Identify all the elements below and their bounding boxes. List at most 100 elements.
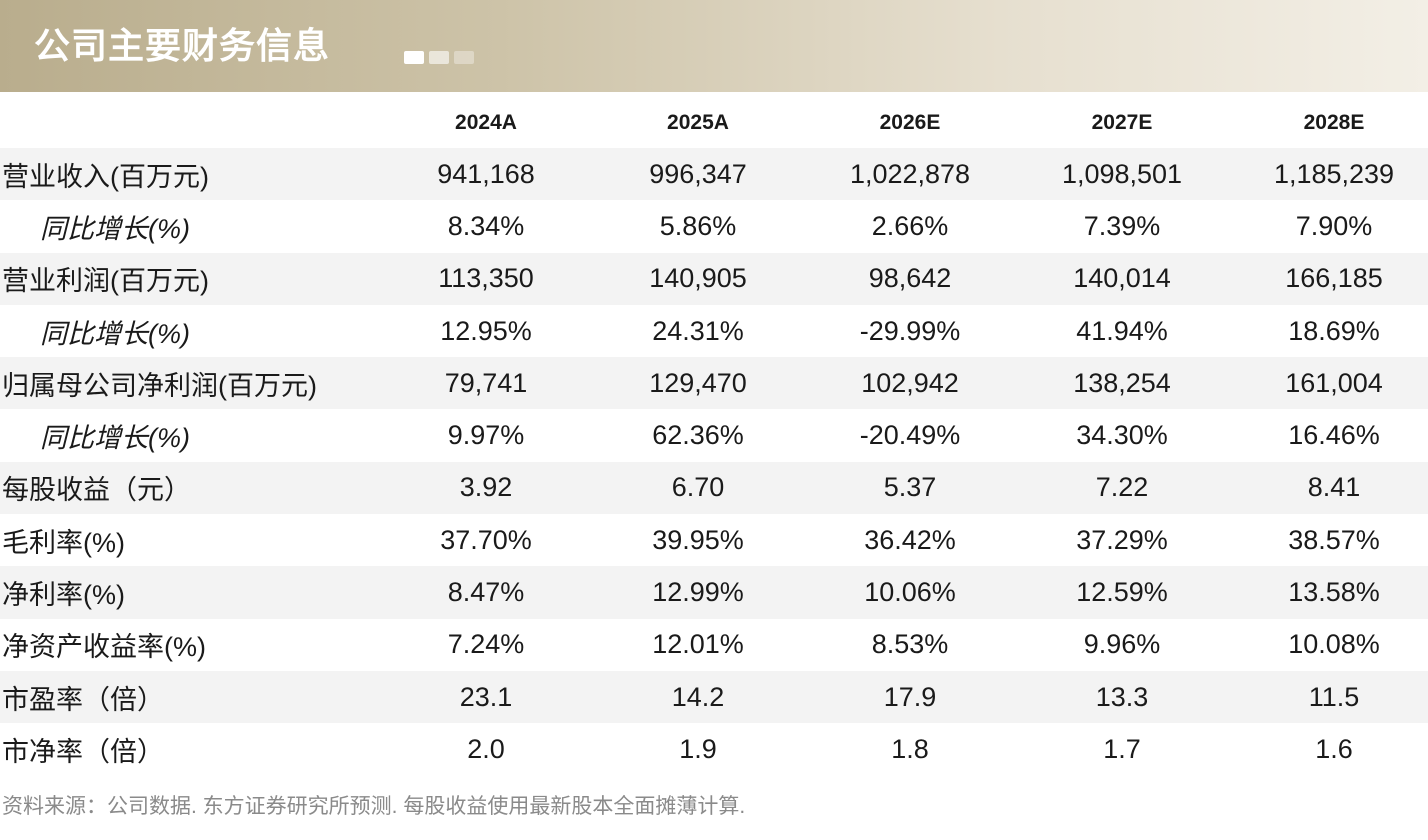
table-cell: 11.5 (1228, 670, 1428, 724)
table-cell: 7.22 (1016, 461, 1228, 515)
table-cell: 140,014 (1016, 252, 1228, 305)
row-label: 同比增长(%) (40, 213, 190, 244)
table-cell: 23.1 (380, 670, 592, 724)
table-cell: 5.86% (659, 210, 737, 241)
table-cell: 41.94% (1076, 315, 1168, 346)
table-cell: 166,185 (1228, 252, 1428, 305)
table-cell: 941,168 (380, 148, 592, 201)
table-cell: 7.24% (447, 629, 525, 660)
table-cell: 113,350 (380, 252, 592, 305)
table-row: 净资产收益率(%) 7.24% 12.01% 8.53% 9.96% 10.08% (0, 619, 1428, 671)
table-body: 营业收入(百万元) 941,168 996,347 1,022,878 1,098,50… (0, 148, 1428, 776)
table-row: 同比增长(%) 9.97% 62.36% -20.49% 34.30% 16.46% (0, 409, 1428, 461)
table-cell: -20.49% (859, 420, 961, 451)
table-cell: 7.39% (1083, 210, 1161, 241)
table-row: 同比增长(%) 12.95% 24.31% -29.99% 41.94% 18.69% (0, 305, 1428, 357)
table-cell: 3.92 (380, 461, 592, 515)
table-cell: 12.99% (592, 566, 804, 619)
table-cell: 6.70 (592, 461, 804, 515)
table-header-row: 2024A 2025A 2026E 2027E 2028E (0, 98, 1428, 148)
table-row: 营业收入(百万元) 941,168 996,347 1,022,878 1,098,50… (0, 148, 1428, 201)
financial-table: 2024A 2025A 2026E 2027E 2028E 营业收入(百万元) 9… (0, 98, 1428, 776)
table-cell: 140,905 (592, 252, 804, 305)
section-title: 公司主要财务信息 (34, 25, 331, 66)
table-row: 净利率(%) 8.47% 12.99% 10.06% 12.59% 13.58% (0, 566, 1428, 619)
table-cell: 39.95% (652, 524, 744, 555)
table-cell: 1.8 (891, 733, 929, 764)
table-cell: 24.31% (652, 315, 744, 346)
row-label: 归属母公司净利润(百万元) (0, 357, 380, 410)
table-cell: 7.90% (1295, 210, 1373, 241)
table-cell: 62.36% (652, 420, 744, 451)
table-cell: 14.2 (592, 670, 804, 724)
source-note: 资料来源：公司数据. 东方证券研究所预测. 每股收益使用最新股本全面摊薄计算. (2, 795, 746, 818)
table-cell: 10.08% (1288, 629, 1380, 660)
column-header: 2028E (1303, 111, 1365, 134)
table-row: 市净率（倍） 2.0 1.9 1.8 1.7 1.6 (0, 723, 1428, 775)
table-cell: 12.95% (440, 315, 532, 346)
table-row: 归属母公司净利润(百万元) 79,741 129,470 102,942 138,254… (0, 357, 1428, 410)
row-label: 同比增长(%) (40, 318, 190, 349)
table-cell: 13.58% (1228, 566, 1428, 619)
table-cell: 138,254 (1016, 357, 1228, 410)
table-cell: 2.66% (871, 210, 949, 241)
row-label: 每股收益（元） (0, 461, 380, 515)
table-cell: 2.0 (467, 733, 505, 764)
row-label: 同比增长(%) (40, 423, 190, 454)
table-cell: 12.59% (1016, 566, 1228, 619)
row-label: 营业收入(百万元) (0, 148, 380, 201)
table-cell: 37.29% (1076, 524, 1168, 555)
table-cell: 8.34% (447, 210, 525, 241)
column-header: 2025A (667, 111, 729, 134)
header-decoration-dots (404, 51, 479, 65)
row-label: 毛利率(%) (2, 527, 125, 558)
decoration-dot (454, 51, 474, 64)
row-label: 净资产收益率(%) (2, 632, 206, 663)
table-cell: 13.3 (1016, 670, 1228, 724)
table-cell: 10.06% (804, 566, 1016, 619)
table-cell: 12.01% (652, 629, 744, 660)
table-cell: 1.6 (1315, 733, 1353, 764)
section-header-banner: 公司主要财务信息 (0, 0, 1428, 92)
decoration-dot (429, 51, 449, 64)
table-cell: 1,185,239 (1228, 148, 1428, 201)
table-row: 毛利率(%) 37.70% 39.95% 36.42% 37.29% 38.57% (0, 514, 1428, 566)
table-row: 营业利润(百万元) 113,350 140,905 98,642 140,014 166,… (0, 252, 1428, 305)
decoration-dot (404, 51, 424, 64)
row-label: 净利率(%) (0, 566, 380, 619)
table-cell: 37.70% (440, 524, 532, 555)
table-cell: 34.30% (1076, 420, 1168, 451)
table-cell: 996,347 (592, 148, 804, 201)
table-cell: 17.9 (804, 670, 1016, 724)
table-cell: 1.9 (679, 733, 717, 764)
table-cell: 16.46% (1288, 420, 1380, 451)
table-cell: 1,098,501 (1016, 148, 1228, 201)
table-cell: 102,942 (804, 357, 1016, 410)
table-row: 同比增长(%) 8.34% 5.86% 2.66% 7.39% 7.90% (0, 200, 1428, 252)
row-label: 营业利润(百万元) (0, 252, 380, 305)
table-cell: 1.7 (1103, 733, 1141, 764)
table-cell: 129,470 (592, 357, 804, 410)
table-cell: 9.97% (447, 420, 525, 451)
column-header (0, 98, 380, 148)
table-cell: 161,004 (1228, 357, 1428, 410)
table-cell: 8.41 (1228, 461, 1428, 515)
table-cell: 36.42% (864, 524, 956, 555)
table-cell: 1,022,878 (804, 148, 1016, 201)
table-cell: 38.57% (1288, 524, 1380, 555)
table-cell: 8.47% (380, 566, 592, 619)
table-cell: 98,642 (804, 252, 1016, 305)
column-header: 2024A (455, 111, 517, 134)
table-cell: 9.96% (1083, 629, 1161, 660)
row-label: 市盈率（倍） (0, 670, 380, 724)
row-label: 市净率（倍） (2, 736, 164, 767)
column-header: 2027E (1091, 111, 1153, 134)
table-cell: -29.99% (859, 315, 961, 346)
column-header: 2026E (879, 111, 941, 134)
table-row: 每股收益（元） 3.92 6.70 5.37 7.22 8.41 (0, 461, 1428, 515)
table-cell: 8.53% (871, 629, 949, 660)
table-cell: 79,741 (380, 357, 592, 410)
table-cell: 5.37 (804, 461, 1016, 515)
table-cell: 18.69% (1288, 315, 1380, 346)
